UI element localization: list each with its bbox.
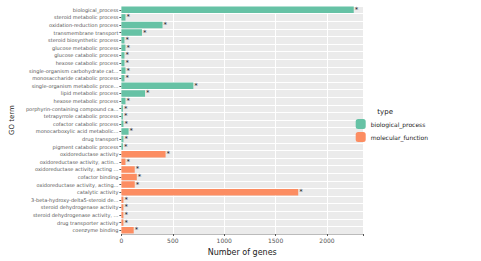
svg-text:oxidoreductase activity, actin: oxidoreductase activity, acting... xyxy=(37,182,119,189)
svg-text:*: * xyxy=(143,29,147,37)
svg-text:monocarboxylic acid metabolic.: monocarboxylic acid metabolic... xyxy=(36,128,119,135)
svg-text:steroid metabolic process: steroid metabolic process xyxy=(54,14,119,21)
svg-text:steroid biosynthetic process: steroid biosynthetic process xyxy=(48,37,119,44)
svg-text:catalytic activity: catalytic activity xyxy=(77,189,118,196)
svg-text:steroid dehydrogenase activity: steroid dehydrogenase activity, ... xyxy=(33,212,119,219)
svg-text:tetrapyrrole catabolic process: tetrapyrrole catabolic process xyxy=(44,113,119,120)
svg-text:single-organism carbohydrate c: single-organism carbohydrate cat... xyxy=(29,68,119,75)
svg-text:Number of genes: Number of genes xyxy=(208,248,277,257)
svg-text:*: * xyxy=(125,74,129,82)
svg-text:*: * xyxy=(164,21,168,29)
svg-text:oxidoreductase activity, actin: oxidoreductase activity, actin... xyxy=(40,159,119,166)
svg-text:glucose catabolic process: glucose catabolic process xyxy=(54,52,119,59)
svg-text:oxidation-reduction process: oxidation-reduction process xyxy=(49,22,119,29)
svg-text:coenzyme binding: coenzyme binding xyxy=(73,227,119,234)
svg-text:1000: 1000 xyxy=(217,237,232,244)
svg-text:*: * xyxy=(124,143,128,151)
svg-text:drug transport: drug transport xyxy=(82,136,118,143)
svg-text:monosaccharide catabolic proce: monosaccharide catabolic process xyxy=(32,75,119,82)
svg-text:steroid dehydrogenase activity: steroid dehydrogenase activity xyxy=(41,204,119,211)
svg-text:*: * xyxy=(146,89,150,97)
svg-text:molecular_function: molecular_function xyxy=(371,134,428,142)
svg-text:drug transporter activity: drug transporter activity xyxy=(57,220,118,227)
svg-text:type: type xyxy=(377,108,393,116)
svg-text:*: * xyxy=(124,219,128,227)
svg-text:*: * xyxy=(124,120,128,128)
svg-text:lipid metabolic process: lipid metabolic process xyxy=(61,90,119,97)
svg-text:*: * xyxy=(355,6,359,14)
svg-text:*: * xyxy=(167,150,171,158)
svg-text:*: * xyxy=(135,226,139,234)
svg-text:oxidoreductase activity, actin: oxidoreductase activity, acting ... xyxy=(35,166,119,173)
svg-text:hexose metabolic process: hexose metabolic process xyxy=(54,98,119,105)
svg-text:500: 500 xyxy=(167,237,179,244)
svg-text:*: * xyxy=(299,188,303,196)
svg-text:*: * xyxy=(136,181,140,189)
svg-text:pigment catabolic process: pigment catabolic process xyxy=(53,144,119,151)
svg-text:glucose metabolic process: glucose metabolic process xyxy=(52,45,119,52)
svg-text:oxidoreductase activity: oxidoreductase activity xyxy=(60,151,118,158)
svg-text:*: * xyxy=(130,127,134,135)
svg-text:3-beta-hydroxy-delta5-steroid: 3-beta-hydroxy-delta5-steroid de... xyxy=(31,197,119,204)
svg-text:1500: 1500 xyxy=(268,237,283,244)
svg-text:GO term: GO term xyxy=(8,105,16,135)
svg-text:*: * xyxy=(194,82,198,90)
svg-text:*: * xyxy=(126,13,130,21)
svg-text:biological_process: biological_process xyxy=(371,121,426,129)
svg-text:single-organism metabolic proc: single-organism metabolic proce... xyxy=(32,83,119,90)
svg-text:0: 0 xyxy=(119,237,123,244)
svg-text:cofactor catabolic process: cofactor catabolic process xyxy=(53,121,119,128)
svg-text:2000: 2000 xyxy=(319,237,334,244)
svg-text:biological_process: biological_process xyxy=(73,7,119,14)
svg-text:*: * xyxy=(126,158,130,166)
svg-text:porphyrin-containing compound: porphyrin-containing compound ca... xyxy=(26,106,119,113)
svg-text:cofactor binding: cofactor binding xyxy=(78,174,119,181)
svg-text:hexose catabolic process: hexose catabolic process xyxy=(56,60,119,67)
svg-text:transmembrane transport: transmembrane transport xyxy=(53,30,118,37)
